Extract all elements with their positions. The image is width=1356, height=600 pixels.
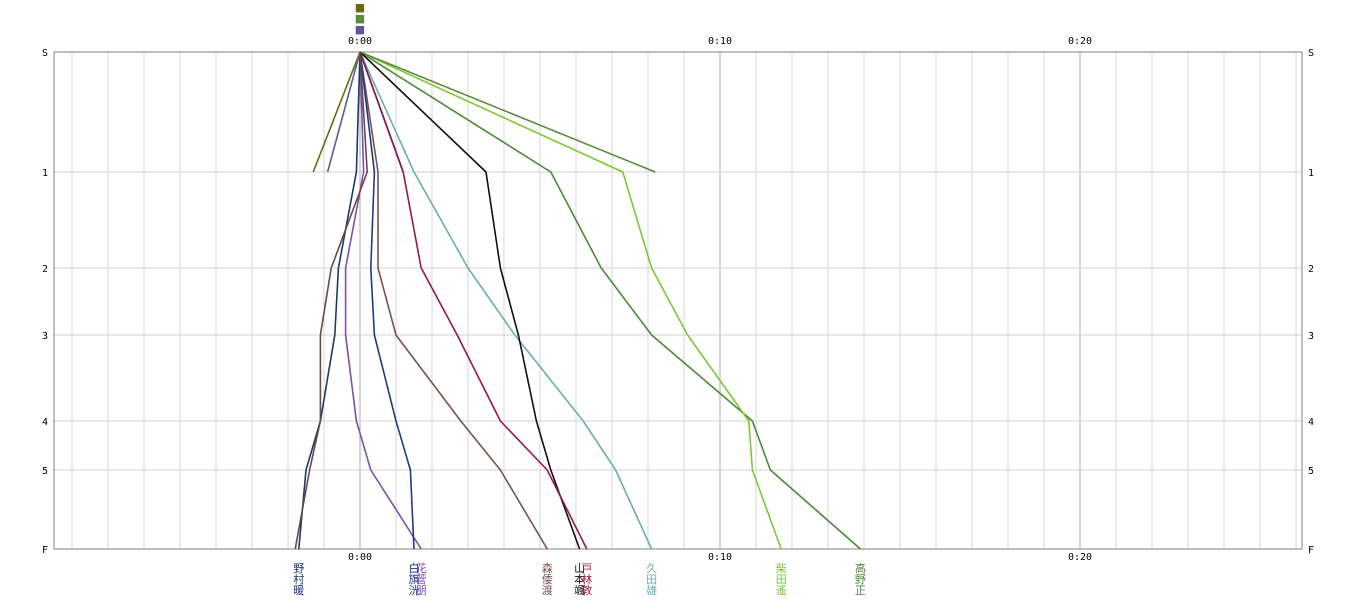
time-tick-label-bottom: 0:00 <box>348 552 372 563</box>
runner-name-label: 久田雄 <box>646 562 657 597</box>
checkpoint-label-right: 5 <box>1308 466 1314 477</box>
series-line-9 <box>298 51 361 550</box>
series-line-10 <box>294 51 369 550</box>
series-line-2 <box>359 51 782 550</box>
start-marker: ■ <box>355 12 365 25</box>
checkpoint-label-left: F <box>42 545 48 556</box>
runner-name-label: 戸林敦 <box>581 562 592 597</box>
checkpoint-label-right: F <box>1308 545 1314 556</box>
checkpoint-label-left: 2 <box>42 264 48 275</box>
checkpoint-label-left: 4 <box>42 417 48 428</box>
time-tick-label-bottom: 0:20 <box>1068 552 1092 563</box>
time-tick-label-top: 0:10 <box>708 36 732 47</box>
checkpoint-label-left: 1 <box>42 168 48 179</box>
runner-name-label: 高野正 <box>855 561 866 597</box>
checkpoint-label-right: 3 <box>1308 331 1314 342</box>
checkpoint-label-left: 3 <box>42 331 48 342</box>
checkpoint-label-right: 2 <box>1308 264 1314 275</box>
series-line-6 <box>359 51 548 550</box>
time-tick-label-bottom: 0:10 <box>708 552 732 563</box>
series-line-3 <box>359 51 653 550</box>
runner-name-label: 柴田遙 <box>776 561 787 597</box>
time-tick-label-top: 0:00 <box>348 36 372 47</box>
series-line-4 <box>359 51 581 550</box>
runner-name-label: 山本颯 <box>574 562 585 597</box>
start-marker: ■ <box>355 1 365 14</box>
series-line-12 <box>312 51 361 173</box>
runner-name-label: 白旗洸 <box>409 561 420 597</box>
start-marker: ■ <box>355 23 365 36</box>
runner-name-label: 花菅朋 <box>416 562 427 597</box>
checkpoint-label-right: 1 <box>1308 168 1314 179</box>
time-tick-label-top: 0:20 <box>1068 36 1092 47</box>
start-markers: ■■■ <box>355 1 365 36</box>
series-line-7 <box>344 51 422 550</box>
checkpoint-label-left: 5 <box>42 466 48 477</box>
runner-name-label: 野村暖 <box>293 562 304 597</box>
series-line-14 <box>359 51 404 173</box>
checkpoint-label-right: 4 <box>1308 417 1314 428</box>
series-line-13 <box>359 51 656 173</box>
runner-name-label: 森倭渡 <box>542 561 553 597</box>
checkpoint-label-left: S <box>42 48 48 59</box>
series-line-11 <box>326 51 361 173</box>
plot-frame <box>53 51 1303 550</box>
series-line-8 <box>359 51 415 550</box>
series-lines <box>294 51 861 550</box>
axis-tick-labels: 0:00 0:00 0:10 0:10 0:20 0:20 S S 1 1 2 2 3 3 4 4 5 5 F F <box>42 36 1314 563</box>
checkpoint-label-right: S <box>1308 48 1314 59</box>
grid <box>53 51 1303 550</box>
series-line-1 <box>359 51 861 550</box>
